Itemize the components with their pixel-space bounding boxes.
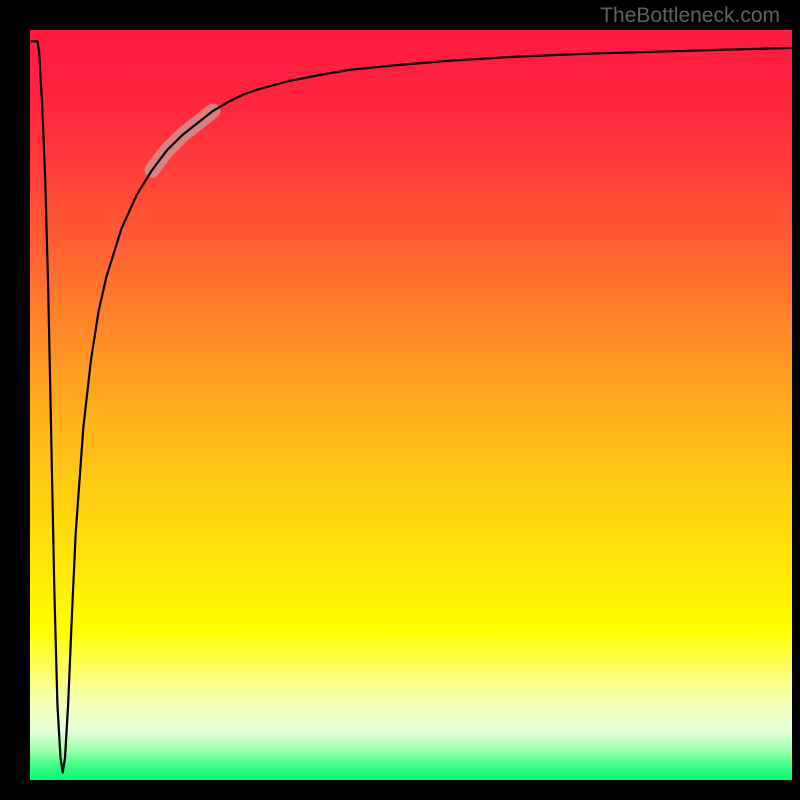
attribution-text: TheBottleneck.com bbox=[600, 4, 780, 28]
plot-background bbox=[30, 30, 792, 780]
bottleneck-chart bbox=[0, 0, 800, 800]
chart-container: TheBottleneck.com bbox=[0, 0, 800, 800]
